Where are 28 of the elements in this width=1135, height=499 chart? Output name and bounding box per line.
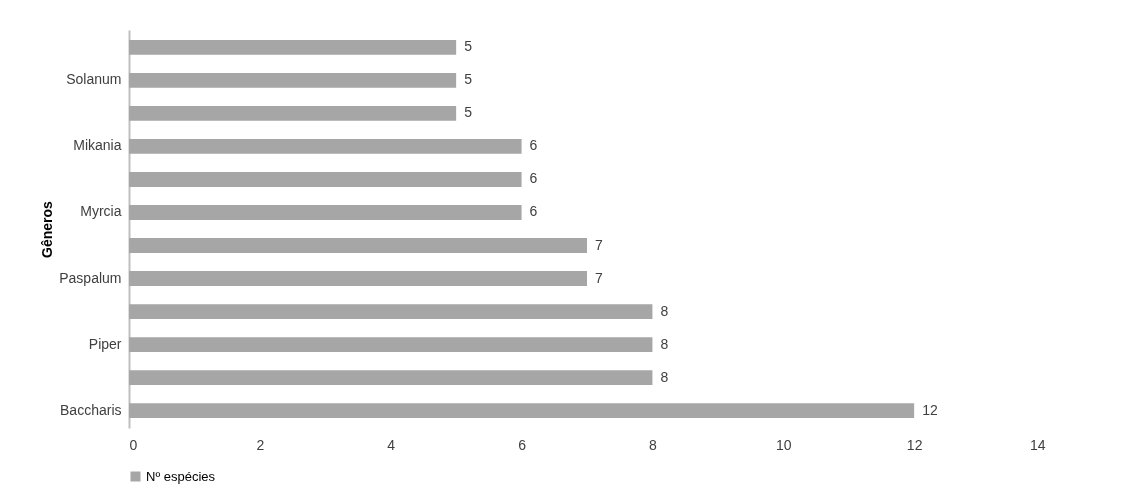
y-axis-title: Gêneros: [39, 200, 56, 258]
x-tick-label: 4: [387, 436, 396, 453]
x-tick-label: 2: [256, 436, 265, 453]
data-label: 7: [595, 236, 603, 253]
x-tick-label: 12: [906, 436, 923, 453]
x-tick-label: 0: [129, 436, 138, 453]
x-tick-label: 6: [518, 436, 527, 453]
data-label: 8: [660, 302, 669, 319]
x-tick-label: 8: [649, 436, 658, 453]
y-tick-label: Baccharis: [60, 401, 122, 418]
data-label: 6: [529, 137, 538, 154]
data-label: 7: [595, 269, 603, 286]
y-tick-label: Piper: [88, 335, 122, 352]
y-tick-label: Solanum: [66, 71, 122, 88]
y-tick-label: Myrcia: [80, 203, 122, 220]
y-tick-label: Mikania: [73, 137, 122, 154]
legend-label: Nº espécies: [146, 468, 216, 484]
data-label: 8: [660, 335, 669, 352]
data-label: 6: [529, 170, 538, 187]
data-label: 8: [660, 368, 669, 385]
data-label: 5: [464, 71, 473, 88]
x-tick-label: 10: [776, 436, 792, 453]
data-label: 5: [464, 38, 473, 55]
x-tick-label: 14: [1029, 436, 1046, 453]
data-label: 6: [529, 203, 538, 220]
data-label: 5: [464, 104, 473, 121]
data-label: 12: [922, 401, 938, 418]
y-tick-label: Paspalum: [59, 269, 122, 286]
